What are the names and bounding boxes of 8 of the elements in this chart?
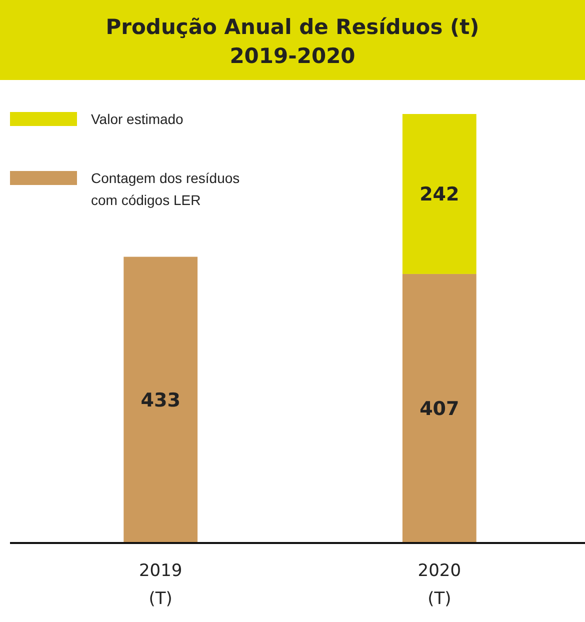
legend-label: Valor estimado <box>91 111 184 127</box>
x-tick-label: 2020 (T) <box>418 561 462 609</box>
data-label: 433 <box>140 390 180 412</box>
data-label: 242 <box>420 184 460 206</box>
chart-title: Produção Anual de Resíduos (t) 2019-2020 <box>106 15 480 68</box>
x-tick-label: 2019 (T) <box>138 561 182 609</box>
data-label: 407 <box>420 398 460 420</box>
legend-label: Contagem dos resíduos com códigos LER <box>91 170 240 208</box>
